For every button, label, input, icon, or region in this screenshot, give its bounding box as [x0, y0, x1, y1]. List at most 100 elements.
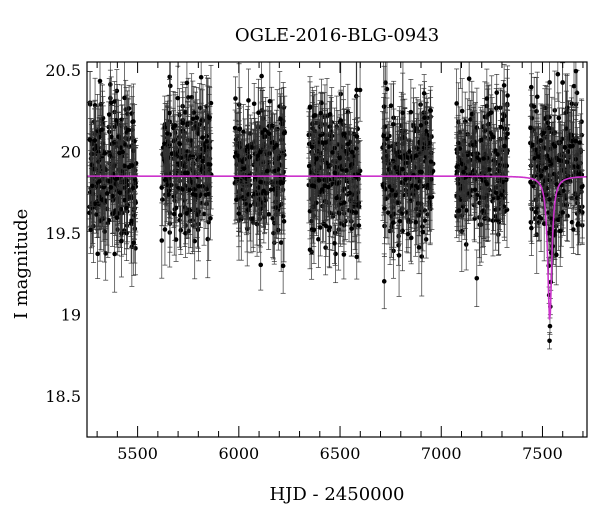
data-point — [274, 109, 280, 181]
data-point — [277, 93, 283, 145]
x-tick-labels: 5500 6000 6500 7000 7500 — [117, 444, 563, 463]
data-point — [197, 122, 203, 192]
data-point — [129, 194, 135, 248]
data-point — [109, 157, 115, 235]
data-point — [257, 128, 263, 176]
data-point — [125, 97, 131, 163]
data-point — [114, 187, 120, 248]
data-point — [273, 172, 279, 243]
y-tick-labels: 18.5 19 19.5 20 20.5 — [45, 61, 81, 406]
data-point — [131, 209, 137, 276]
data-point — [102, 120, 108, 186]
data-point — [547, 317, 553, 335]
data-point — [89, 124, 95, 206]
data-point — [99, 103, 105, 157]
data-point — [204, 120, 210, 162]
x-tick-label: 6000 — [218, 444, 259, 463]
data-point — [236, 108, 242, 151]
data-point — [354, 62, 360, 124]
data-point — [281, 106, 287, 161]
data-point — [92, 108, 98, 173]
x-axis-label: HJD - 2450000 — [269, 484, 404, 505]
data-points-layer — [87, 62, 585, 350]
chart-title: OGLE-2016-BLG-0943 — [235, 25, 439, 46]
data-point — [254, 125, 260, 193]
x-tick-label: 7000 — [421, 444, 462, 463]
data-point — [182, 152, 188, 193]
data-point — [251, 83, 257, 125]
data-point — [172, 92, 178, 160]
data-point — [266, 178, 272, 250]
data-point — [163, 154, 169, 205]
data-point — [198, 62, 204, 114]
data-point — [264, 143, 270, 199]
data-point — [244, 109, 250, 185]
y-tick-label: 19.5 — [45, 224, 81, 243]
data-point — [207, 127, 213, 202]
data-point — [494, 74, 500, 112]
data-point — [130, 83, 136, 160]
data-point — [177, 180, 183, 250]
x-tick-label: 7500 — [522, 444, 563, 463]
data-point — [196, 145, 202, 228]
y-axis-label: I magnitude — [11, 209, 32, 320]
data-point — [108, 76, 114, 129]
data-point — [241, 138, 247, 199]
data-point — [427, 89, 433, 132]
data-point — [547, 332, 553, 350]
data-point — [203, 160, 209, 229]
data-point — [280, 238, 286, 294]
data-point — [182, 208, 188, 258]
data-point — [180, 97, 186, 150]
x-tick-label: 6500 — [320, 444, 361, 463]
data-point — [281, 180, 287, 263]
y-tick-label: 20 — [61, 143, 81, 162]
data-point — [232, 76, 238, 121]
data-point — [262, 109, 268, 150]
y-tick-label: 18.5 — [45, 387, 81, 406]
data-point — [396, 224, 402, 266]
data-point — [96, 158, 102, 205]
data-point — [247, 132, 253, 182]
data-point — [422, 197, 428, 244]
data-point — [104, 162, 110, 225]
data-point — [280, 153, 286, 213]
data-point — [97, 62, 103, 116]
data-point — [166, 79, 172, 147]
data-point — [106, 78, 112, 151]
x-tick-label: 5500 — [117, 444, 158, 463]
y-tick-label: 19 — [61, 306, 81, 325]
data-point — [474, 249, 480, 307]
data-point — [206, 86, 212, 150]
data-point — [245, 68, 251, 133]
data-point — [166, 163, 172, 219]
data-point — [108, 163, 114, 212]
data-point — [233, 179, 239, 221]
data-point — [89, 157, 95, 215]
data-point — [191, 157, 197, 222]
data-point — [266, 111, 272, 157]
data-point — [124, 171, 130, 245]
data-point — [113, 98, 119, 142]
data-point — [122, 168, 128, 233]
data-point — [269, 99, 275, 152]
data-point — [574, 70, 580, 116]
data-point — [95, 228, 101, 279]
data-point — [381, 253, 387, 310]
data-point — [184, 62, 190, 122]
data-point — [194, 86, 200, 149]
data-point — [171, 172, 177, 256]
data-point — [87, 101, 93, 178]
data-point — [207, 196, 213, 241]
data-point — [186, 157, 192, 223]
data-point — [261, 165, 267, 217]
data-point — [129, 147, 135, 184]
data-point — [258, 239, 264, 291]
data-point — [190, 162, 196, 226]
data-point — [560, 62, 566, 115]
data-point — [173, 217, 179, 262]
data-point — [100, 164, 106, 210]
data-point — [180, 150, 186, 229]
data-point — [177, 114, 183, 174]
